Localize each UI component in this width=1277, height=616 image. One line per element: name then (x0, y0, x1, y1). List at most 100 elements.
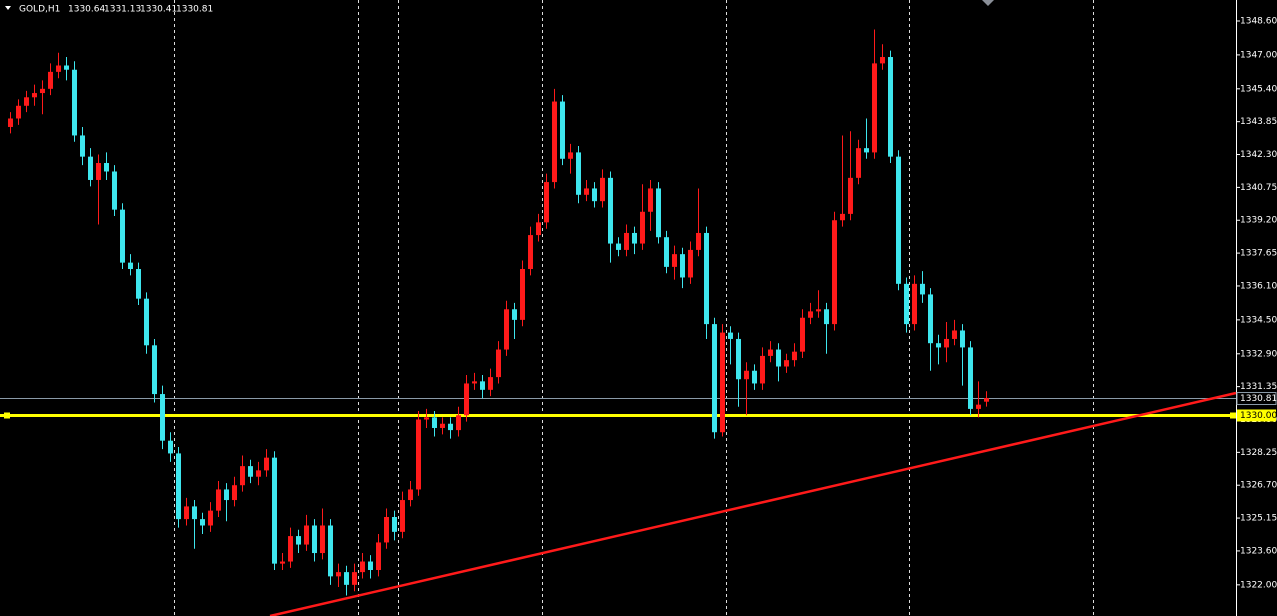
y-tick-label: 1334.50 (1240, 315, 1277, 325)
candle-body (8, 118, 13, 127)
candle-body (504, 309, 509, 350)
candle-body (256, 470, 261, 477)
candle-body (376, 542, 381, 571)
candle-body (720, 332, 725, 433)
candle-body (760, 355, 765, 384)
candle-body (880, 57, 885, 64)
ohlc-low: 1330.41 (140, 5, 177, 15)
candle-body (40, 88, 45, 94)
candle-body (968, 347, 973, 409)
candle-body (248, 466, 253, 477)
candle-body (600, 177, 605, 202)
candle-body (808, 311, 813, 318)
y-tick-label: 1332.90 (1240, 349, 1277, 359)
candle-body (16, 105, 21, 119)
y-tick-label: 1348.60 (1240, 16, 1277, 26)
candle-body (272, 457, 277, 564)
candle-body (872, 63, 877, 153)
candle-body (288, 536, 293, 562)
y-tick-label: 1340.75 (1240, 183, 1277, 193)
candle-body (848, 177, 853, 214)
y-tick-label: 1331.35 (1240, 382, 1277, 392)
candle-body (160, 394, 165, 441)
candle-body (632, 232, 637, 244)
candle-body (424, 417, 429, 420)
candle-body (792, 351, 797, 361)
level-label: 1330.00 (1240, 411, 1277, 421)
candle-body (744, 370, 749, 380)
candle-body (128, 262, 133, 269)
candle-body (736, 338, 741, 380)
candle-body (728, 332, 733, 339)
candle-body (752, 370, 757, 384)
candle-body (112, 171, 117, 210)
level-handle (4, 412, 10, 419)
candle-body (136, 268, 141, 299)
candle-body (304, 525, 309, 545)
candle-body (592, 188, 597, 202)
candle-body (800, 317, 805, 352)
candle-body (768, 349, 773, 356)
candle-body (416, 419, 421, 490)
candle-body (64, 65, 69, 70)
candle-body (936, 343, 941, 348)
ohlc-open: 1330.64 (68, 5, 105, 15)
candle-body (920, 283, 925, 295)
candle-body (560, 101, 565, 159)
candle-body (184, 506, 189, 520)
candle-body (456, 415, 461, 431)
candle-body (344, 572, 349, 585)
candle-body (832, 220, 837, 325)
menu-arrow (5, 6, 11, 10)
candle-body (400, 500, 405, 532)
candle-body (960, 330, 965, 348)
candle-body (176, 453, 181, 520)
candle-body (96, 163, 101, 180)
candle-body (776, 349, 781, 367)
candle-body (704, 232, 709, 325)
candle-body (912, 283, 917, 325)
candle-body (696, 232, 701, 250)
candle-body (576, 152, 581, 195)
y-tick-label: 1347.00 (1240, 50, 1277, 60)
candle-body (816, 309, 821, 312)
candle-body (264, 457, 269, 471)
candle-body (864, 148, 869, 153)
candle-body (976, 404, 981, 409)
candle-body (656, 188, 661, 238)
y-tick-label: 1323.60 (1240, 546, 1277, 556)
candle-body (520, 268, 525, 320)
candle-body (464, 383, 469, 416)
candle-body (616, 243, 621, 250)
price-label-box (1236, 392, 1277, 405)
candle-body (904, 283, 909, 325)
candle-body (56, 65, 61, 72)
y-tick-label: 1328.25 (1240, 448, 1277, 458)
candle-body (608, 177, 613, 244)
candle-body (672, 254, 677, 267)
candle-body (688, 249, 693, 278)
candle-body (88, 156, 93, 180)
candle-body (888, 57, 893, 157)
candle-body (280, 561, 285, 564)
candle-body (824, 309, 829, 325)
y-tick-label: 1345.40 (1240, 84, 1277, 94)
candle-body (320, 525, 325, 554)
candle-body (200, 519, 205, 526)
ohlc-high: 1331.13 (104, 5, 141, 15)
candle-body (944, 338, 949, 348)
candle-body (432, 417, 437, 428)
candle-body (440, 423, 445, 428)
candle-body (232, 485, 237, 501)
candle-body (80, 135, 85, 157)
candle-body (512, 309, 517, 320)
candle-body (312, 525, 317, 554)
level-handle (1230, 412, 1236, 419)
candle-body (840, 213, 845, 221)
candle-body (528, 235, 533, 269)
candle-body (448, 423, 453, 431)
candle-body (32, 93, 37, 98)
